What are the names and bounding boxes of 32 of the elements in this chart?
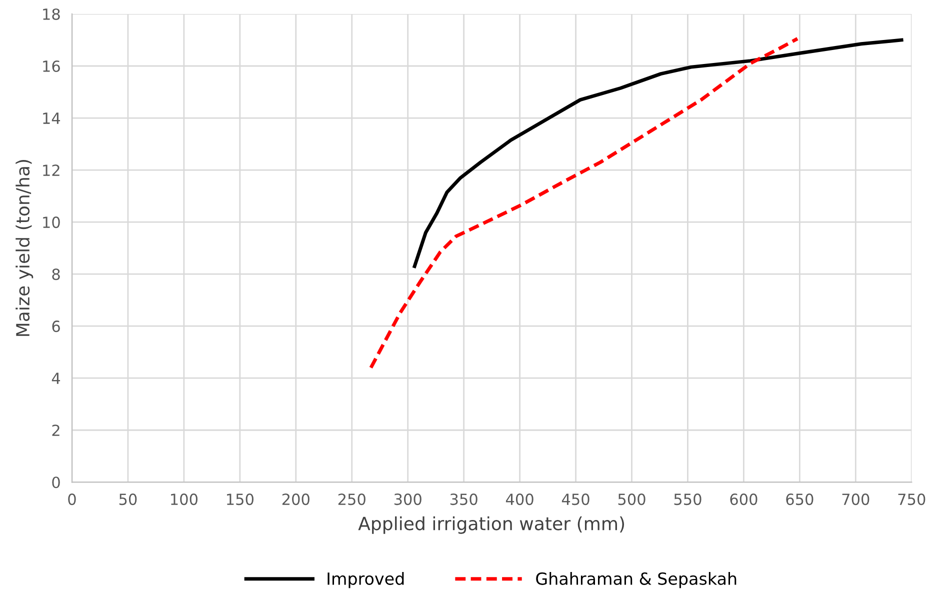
y-tick-label: 0: [52, 476, 60, 488]
y-tick-label: 12: [43, 164, 60, 176]
x-tick-label: 600: [730, 494, 758, 506]
x-tick-label: 400: [506, 494, 534, 506]
y-tick-label: 16: [43, 60, 60, 72]
y-tick-label: 6: [52, 320, 60, 332]
x-tick-label: 300: [394, 494, 422, 506]
y-tick-label: 10: [43, 216, 60, 228]
line-series: [369, 36, 800, 370]
x-tick-label: 550: [674, 494, 702, 506]
y-tick-label: 18: [43, 8, 60, 20]
y-axis-title: Maize yield (ton/ha): [16, 160, 34, 336]
legend-label: Improved: [328, 572, 404, 588]
x-axis-title: Applied irrigation water (mm): [358, 516, 624, 534]
x-tick-label: 700: [842, 494, 870, 506]
x-tick-label: 100: [171, 494, 198, 506]
x-tick-label: 250: [338, 494, 366, 506]
x-tick-label: 500: [618, 494, 646, 506]
x-tick-label: 150: [227, 494, 254, 506]
line-series: [412, 38, 904, 268]
legend-label: Ghahraman & Sepaskah: [536, 572, 736, 588]
x-tick-label: 450: [562, 494, 590, 506]
x-tick-label: 750: [898, 494, 926, 506]
y-tick-label: 14: [43, 112, 60, 124]
x-tick-label: 650: [786, 494, 814, 506]
x-tick-label: 350: [450, 494, 478, 506]
y-tick-label: 4: [52, 372, 60, 384]
x-tick-label: 50: [119, 494, 137, 506]
y-tick-label: 2: [52, 424, 60, 436]
y-tick-label: 8: [52, 268, 60, 280]
x-tick-label: 200: [282, 494, 310, 506]
x-tick-label: 0: [68, 494, 76, 506]
